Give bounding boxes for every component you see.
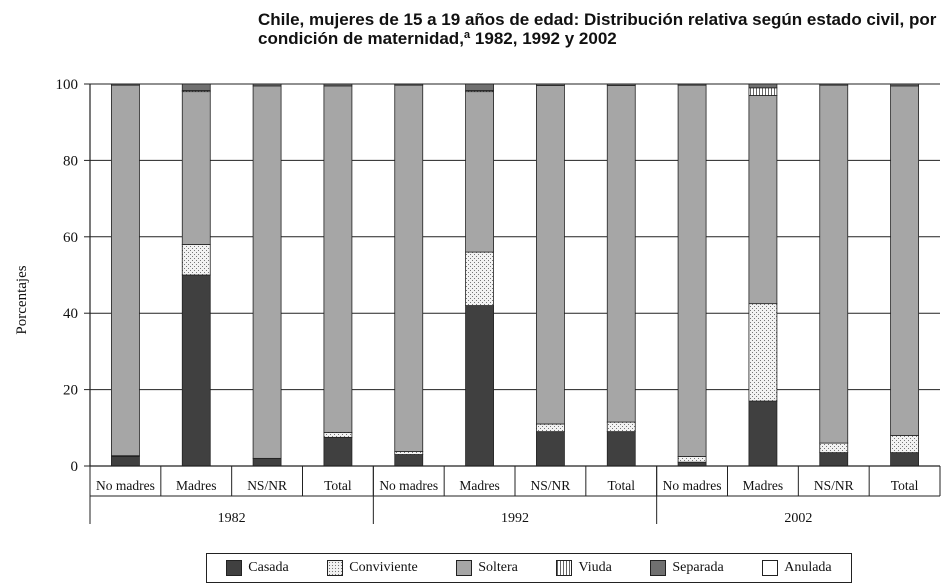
legend-item-separada: Separada — [650, 560, 724, 576]
bar-segment-separada — [890, 83, 919, 87]
bar-segment-separada — [323, 83, 353, 87]
bar-segment-separada — [606, 83, 636, 86]
bar-segment-separada — [252, 83, 282, 87]
bar-segment-soltera — [394, 84, 424, 452]
legend-item-anulada: Anulada — [762, 560, 832, 576]
legend-swatch — [556, 560, 573, 576]
bar-segment-casada — [181, 274, 211, 467]
bar-segment-casada — [819, 452, 849, 467]
bar-segment-soltera — [111, 84, 140, 457]
bar-segment-casada — [252, 457, 282, 467]
bar-segment-separada — [111, 83, 140, 86]
legend-item-conviviente: Conviviente — [327, 560, 418, 576]
bar-segment-soltera — [890, 85, 919, 436]
legend-item-casada: Casada — [226, 560, 289, 576]
bar-segment-soltera — [465, 91, 494, 253]
legend-label: Viuda — [578, 560, 612, 575]
bar-segment-soltera — [677, 84, 707, 457]
bar-segment-separada — [677, 83, 707, 86]
chart-legend: Casada Conviviente Soltera Viuda Separada Anu… — [206, 553, 852, 583]
y-tick-label: 0 — [71, 459, 79, 475]
y-axis-label: Porcentajes — [14, 265, 30, 334]
y-tick-label: 60 — [63, 230, 78, 246]
legend-swatch — [650, 560, 667, 576]
bar-segment-conviviente — [465, 251, 494, 306]
legend-item-viuda: Viuda — [556, 560, 612, 576]
y-tick-label: 100 — [56, 77, 79, 93]
bar-segment-casada — [323, 436, 353, 467]
bar-segment-viuda — [748, 87, 778, 96]
bar-segment-soltera — [819, 84, 849, 444]
x-tick-label: Total — [891, 478, 919, 493]
bar-segment-soltera — [606, 85, 636, 423]
legend-label: Anulada — [784, 560, 832, 575]
y-tick-label: 20 — [63, 383, 78, 399]
legend-label: Conviviente — [349, 560, 418, 575]
group-label: 1982 — [218, 511, 246, 526]
legend-item-soltera: Soltera — [456, 560, 518, 576]
legend-label: Soltera — [478, 560, 518, 575]
bar-segment-casada — [606, 431, 636, 467]
bar-segment-separada — [819, 83, 849, 86]
bar-segment-soltera — [181, 91, 211, 245]
group-label: 2002 — [784, 511, 812, 526]
bar-segment-separada — [394, 83, 424, 86]
group-label: 1992 — [501, 511, 529, 526]
legend-swatch — [327, 560, 344, 576]
x-tick-label: Total — [324, 478, 352, 493]
y-tick-label: 80 — [63, 153, 78, 169]
bar-segment-casada — [394, 454, 424, 467]
bar-segment-conviviente — [606, 421, 636, 433]
bar-segment-casada — [890, 452, 919, 467]
bar-segment-conviviente — [394, 451, 424, 455]
bar-segment-separada — [748, 83, 778, 89]
x-tick-label: No madres — [96, 478, 155, 493]
y-tick-label: 40 — [63, 306, 78, 322]
bar-segment-separada — [536, 83, 565, 86]
x-tick-label: NS/NR — [814, 478, 854, 493]
x-tick-label: No madres — [379, 478, 438, 493]
legend-swatch — [456, 560, 473, 576]
bar-segment-casada — [536, 431, 565, 467]
bar-segment-conviviente — [748, 303, 778, 402]
bar-segment-soltera — [252, 85, 282, 459]
x-tick-label: NS/NR — [531, 478, 571, 493]
bar-segment-conviviente — [890, 435, 919, 454]
legend-swatch — [762, 560, 779, 576]
x-tick-label: Madres — [459, 478, 500, 493]
legend-label: Separada — [672, 560, 724, 575]
chart-title: Chile, mujeres de 15 a 19 años de edad: … — [258, 10, 937, 48]
x-tick-label: Madres — [743, 478, 784, 493]
bar-segment-casada — [748, 400, 778, 467]
bar-segment-conviviente — [819, 442, 849, 454]
bar-segment-conviviente — [536, 423, 565, 433]
x-tick-label: No madres — [663, 478, 722, 493]
legend-label: Casada — [248, 560, 289, 575]
bar-segment-separada — [181, 83, 211, 91]
x-tick-label: Total — [607, 478, 635, 493]
bar-segment-casada — [465, 305, 494, 467]
bar-segment-casada — [111, 456, 140, 467]
bar-segment-soltera — [323, 85, 353, 433]
x-tick-label: Madres — [176, 478, 217, 493]
legend-swatch — [226, 560, 243, 576]
bar-segment-conviviente — [181, 244, 211, 276]
bar-segment-soltera — [748, 95, 778, 305]
bar-segment-conviviente — [323, 431, 353, 438]
bar-segment-soltera — [536, 85, 565, 425]
bar-segment-conviviente — [677, 456, 707, 463]
x-tick-label: NS/NR — [247, 478, 287, 493]
bar-segment-separada — [465, 83, 494, 91]
